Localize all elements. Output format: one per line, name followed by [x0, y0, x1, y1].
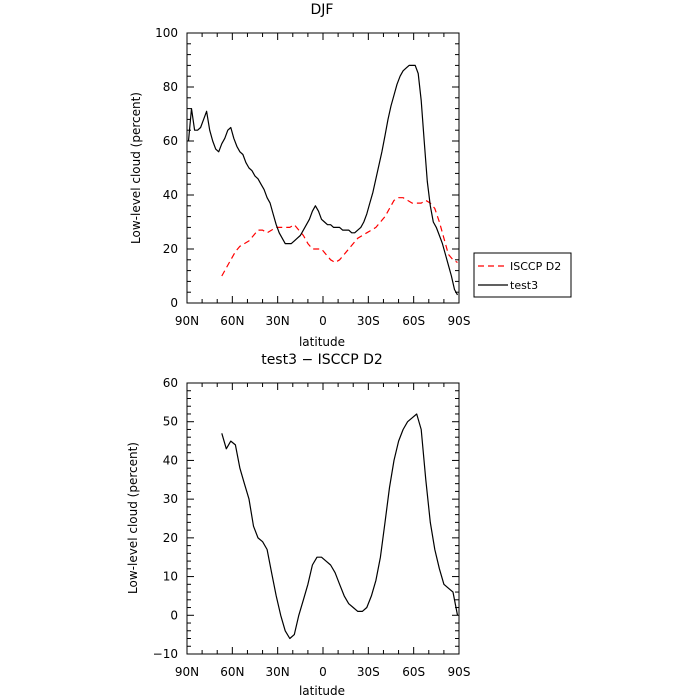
y-tick-label: 80: [163, 80, 178, 94]
x-tick-label: 60S: [402, 665, 425, 679]
x-tick-label: 30S: [357, 314, 380, 328]
y-tick-label: 30: [163, 492, 178, 506]
panel-djf: DJF latitude Low-level cloud (percent) 0…: [129, 2, 572, 349]
series-line-isccp-d2: [221, 197, 458, 277]
y-tick-label: −10: [153, 647, 178, 661]
y-axis-label: Low-level cloud (percent): [129, 92, 143, 244]
x-axis-label: latitude: [299, 335, 345, 349]
x-tick-label: 60N: [220, 314, 244, 328]
x-axis-label: latitude: [299, 684, 345, 698]
y-tick-label: 0: [170, 296, 178, 310]
y-tick-label: 60: [163, 134, 178, 148]
legend-label-isccp: ISCCP D2: [510, 260, 561, 273]
chart-title: DJF: [311, 2, 334, 18]
y-axis-label: Low-level cloud (percent): [126, 442, 140, 594]
plot-area: 0 20 40 60 80 100 90N 60N 30N 0 30S 60S 90S: [155, 26, 470, 328]
y-tick-label: 40: [163, 188, 178, 202]
x-tick-label: 30N: [266, 665, 290, 679]
y-tick-label: 40: [163, 453, 178, 467]
y-tick-label: 60: [163, 376, 178, 390]
y-tick-label: 10: [163, 570, 178, 584]
legend: ISCCP D2 test3: [473, 252, 572, 298]
y-tick-label: 100: [155, 26, 178, 40]
plot-area: −10 0 10 20 30 40 50 60 90N 60N 30N 0 30S 60S 90S: [153, 376, 471, 679]
x-tick-label: 0: [319, 665, 327, 679]
series-line-test3: [187, 64, 459, 296]
legend-label-test3: test3: [510, 279, 538, 292]
x-tick-label: 30S: [357, 665, 380, 679]
x-tick-label: 90S: [448, 314, 471, 328]
x-tick-label: 90S: [448, 665, 471, 679]
panel-difference: test3 − ISCCP D2 latitude Low-level clou…: [126, 352, 470, 698]
y-tick-label: 20: [163, 242, 178, 256]
y-tick-label: 50: [163, 415, 178, 429]
y-tick-label: 0: [170, 608, 178, 622]
y-tick-label: 20: [163, 531, 178, 545]
x-tick-label: 60S: [402, 314, 425, 328]
legend-box: [473, 252, 572, 298]
series-line-difference: [221, 413, 459, 640]
chart-title: test3 − ISCCP D2: [261, 352, 383, 368]
x-tick-label: 90N: [175, 314, 199, 328]
x-tick-label: 0: [319, 314, 327, 328]
x-tick-label: 90N: [175, 665, 199, 679]
plot-frame: [186, 382, 460, 655]
x-tick-label: 60N: [220, 665, 244, 679]
x-tick-label: 30N: [266, 314, 290, 328]
